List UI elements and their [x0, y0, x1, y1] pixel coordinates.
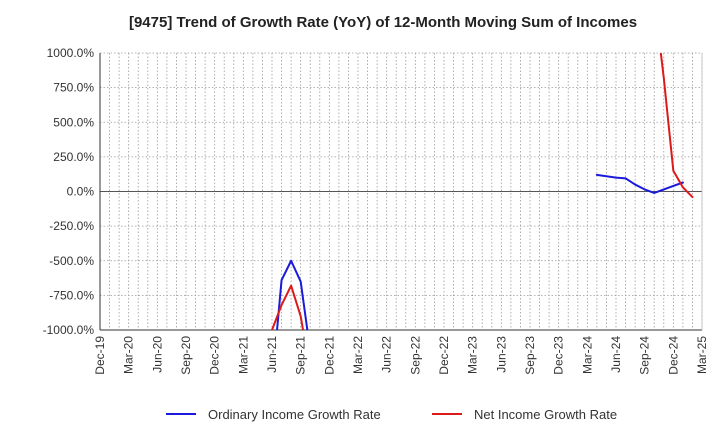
series-line-2 — [659, 53, 694, 199]
y-tick-label: -1000.0% — [43, 323, 95, 337]
y-tick-label: -500.0% — [49, 254, 94, 268]
chart-title: [9475] Trend of Growth Rate (YoY) of 12-… — [129, 14, 637, 31]
y-tick-label: 500.0% — [53, 115, 94, 129]
legend-label: Ordinary Income Growth Rate — [208, 407, 381, 422]
x-tick-label: Mar-24 — [580, 336, 594, 374]
x-tick-label: Sep-21 — [294, 336, 308, 375]
y-tick-label: -750.0% — [49, 288, 94, 302]
x-tick-label: Mar-21 — [236, 336, 250, 374]
x-tick-label: Jun-23 — [494, 336, 508, 373]
y-tick-label: 250.0% — [53, 150, 94, 164]
x-tick-label: Sep-23 — [523, 336, 537, 375]
y-tick-label: 750.0% — [53, 81, 94, 95]
x-tick-label: Dec-21 — [322, 336, 336, 375]
series-line-2 — [271, 284, 305, 330]
x-tick-label: Dec-19 — [93, 336, 107, 375]
x-tick-label: Mar-20 — [122, 336, 136, 374]
x-tick-label: Sep-22 — [408, 336, 422, 375]
legend: Ordinary Income Growth Rate Net Income Gr… — [166, 407, 617, 422]
plot-area: 1000.0% 750.0% 500.0% 250.0% 0.0% -250.0% -500… — [43, 46, 709, 375]
x-tick-label: Dec-20 — [208, 336, 222, 375]
x-tick-label: Jun-20 — [150, 336, 164, 373]
x-tick-label: Mar-23 — [466, 336, 480, 374]
x-tick-label: Jun-24 — [609, 336, 623, 373]
x-tick-label: Mar-25 — [695, 336, 709, 374]
x-tick-label: Dec-22 — [437, 336, 451, 375]
x-tick-label: Dec-24 — [666, 336, 680, 375]
y-tick-label: 0.0% — [67, 185, 95, 199]
x-tick-label: Mar-22 — [351, 336, 365, 374]
legend-label: Net Income Growth Rate — [474, 407, 617, 422]
x-tick-label: Jun-21 — [265, 336, 279, 373]
y-tick-label: 1000.0% — [47, 46, 95, 60]
x-tick-label: Dec-23 — [552, 336, 566, 375]
x-tick-label: Sep-24 — [638, 336, 652, 375]
x-tick-label: Sep-20 — [179, 336, 193, 375]
series-group — [271, 53, 694, 330]
x-tick-label: Jun-22 — [380, 336, 394, 373]
series-line-1 — [595, 173, 684, 194]
y-tick-label: -250.0% — [49, 219, 94, 233]
